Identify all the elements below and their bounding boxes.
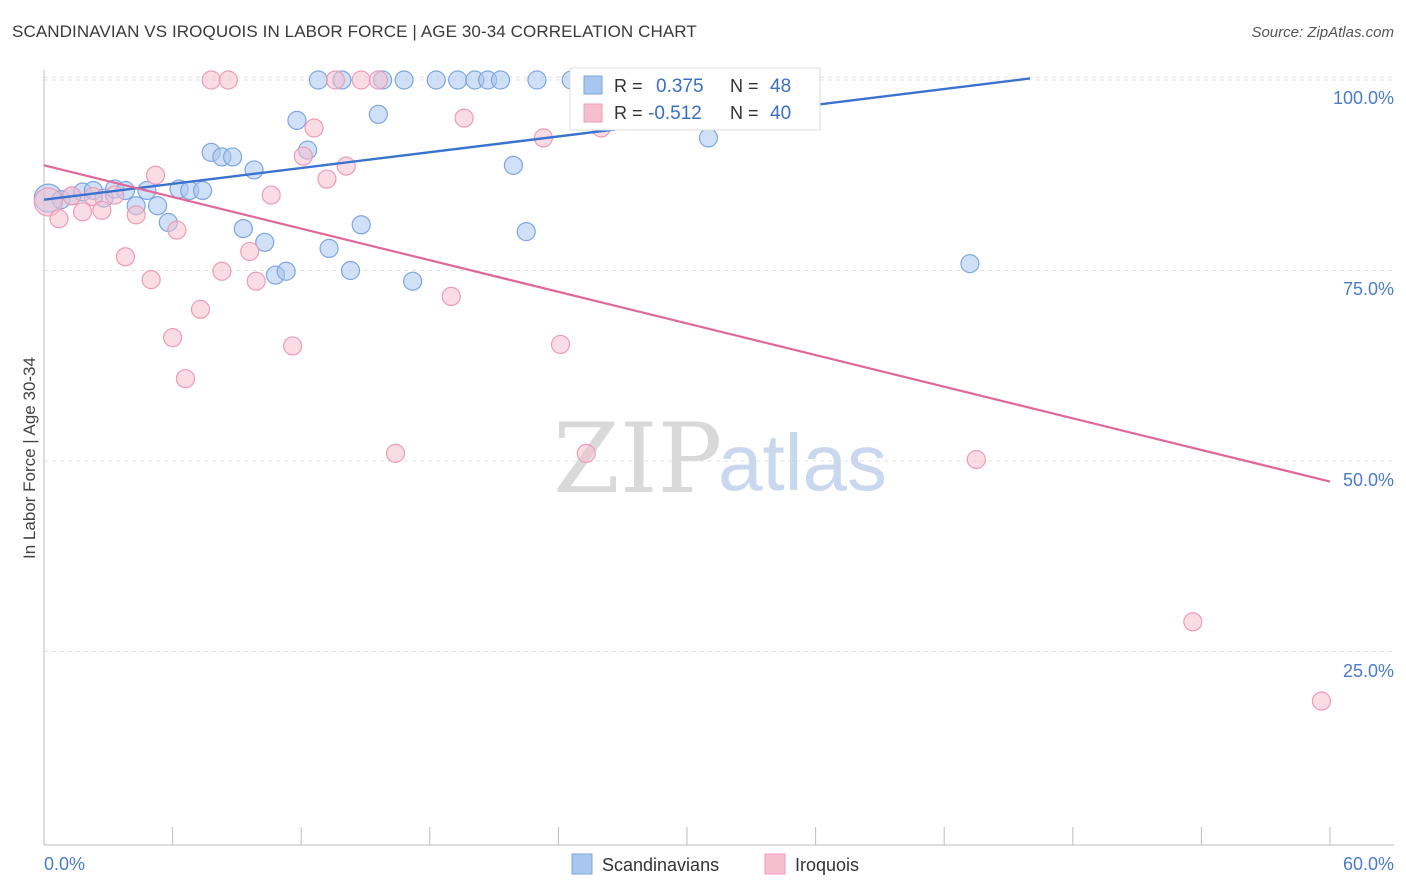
scatter-point (167, 220, 187, 240)
legend-label-iroquois: Iroquois (795, 855, 859, 875)
scatter-point (426, 70, 446, 90)
scatter-point (261, 185, 281, 205)
scatter-point (223, 147, 243, 167)
y-tick-label-75: 75.0% (1343, 279, 1394, 299)
y-tick-label-25: 25.0% (1343, 661, 1394, 681)
scatter-point (240, 241, 260, 262)
scatter-point (454, 108, 474, 128)
scatter-point (293, 146, 313, 166)
scatter-point (403, 271, 423, 291)
scatter-point (351, 70, 371, 90)
scatter-point (72, 202, 93, 222)
scatter-point (304, 118, 324, 138)
scatter-point (141, 270, 161, 290)
legend-label-scandinavians: Scandinavians (602, 855, 719, 875)
stats-n-value-scandinavians: 48 (770, 76, 791, 97)
scatter-point (287, 110, 307, 130)
chart-title: SCANDINAVIAN VS IROQUOIS IN LABOR FORCE … (12, 22, 697, 41)
scatter-point (175, 369, 196, 389)
scatter-point (244, 160, 264, 180)
scatter-point (527, 70, 547, 90)
stats-n-value-iroquois: 40 (770, 103, 791, 124)
y-tick-label-50: 50.0% (1343, 470, 1394, 490)
scatter-point (490, 70, 511, 90)
stats-r-label-scandinavians: R = (614, 76, 643, 96)
watermark: ZIP atlas (553, 403, 887, 515)
y-tick-label-100: 100.0% (1333, 88, 1394, 108)
scatter-point (193, 180, 213, 201)
scatter-point (233, 218, 253, 239)
scatter-point (255, 232, 275, 252)
scatter-point (246, 271, 266, 291)
scatter-point (33, 187, 63, 217)
stats-box-frame (569, 67, 821, 131)
x-tick-label-max: 60.0% (1343, 854, 1394, 874)
scatter-point (1311, 691, 1332, 711)
trend-lines (43, 77, 1331, 483)
scatter-point (218, 70, 238, 90)
series-iroquois-points (33, 70, 1332, 711)
stats-swatch-scandinavians (583, 75, 603, 95)
source-label: Source: ZipAtlas.com (1251, 24, 1394, 41)
grid-lines (44, 76, 1394, 652)
scatter-point (276, 261, 296, 281)
scatter-point (92, 200, 112, 220)
series-scandinavians-points (33, 70, 980, 291)
stats-box: R = 0.375 N = 48 R = -0.512 N = 40 (569, 67, 821, 131)
scatter-point (368, 104, 388, 124)
scatter-point (960, 254, 980, 274)
scatter-point (503, 155, 523, 175)
watermark-atlas: atlas (718, 418, 887, 507)
stats-swatch-iroquois (583, 103, 603, 123)
scatter-point (448, 70, 468, 90)
watermark-zip: ZIP (553, 403, 722, 515)
scatter-point (698, 128, 719, 148)
scatter-point (49, 209, 69, 229)
scatter-point (340, 260, 361, 281)
trend-line-scandinavians (43, 77, 1031, 201)
scatter-point (105, 185, 125, 205)
legend: Scandinavians Iroquois (571, 853, 859, 875)
scatter-point (308, 70, 328, 90)
x-tick-label-min: 0.0% (44, 854, 85, 874)
scatter-point (145, 165, 166, 185)
scatter-point (163, 327, 183, 348)
stats-r-value-scandinavians: 0.375 (656, 76, 704, 97)
scatter-point (441, 286, 461, 307)
legend-swatch-scandinavians (571, 853, 593, 875)
scatter-point (325, 70, 346, 90)
stats-r-value-iroquois: -0.512 (648, 103, 702, 124)
scatter-point (115, 247, 136, 267)
scatter-point (201, 70, 221, 90)
scatter-point (368, 70, 388, 90)
scatter-point (319, 238, 339, 259)
y-axis-label: In Labor Force | Age 30-34 (20, 357, 39, 559)
scatter-point (212, 261, 232, 281)
scatter-point (516, 222, 536, 242)
scatter-point (576, 443, 596, 463)
trend-line-iroquois (43, 164, 1331, 483)
stats-n-label-iroquois: N = (730, 103, 759, 123)
legend-swatch-iroquois (764, 853, 786, 875)
scatter-point (317, 169, 337, 189)
scatter-point (394, 70, 414, 90)
scatter-point (336, 156, 356, 176)
scatter-point (1183, 612, 1203, 632)
scatter-point (550, 334, 571, 355)
stats-r-label-iroquois: R = (614, 103, 643, 123)
scatter-point (283, 336, 303, 356)
stats-n-label-scandinavians: N = (730, 76, 759, 96)
scatter-point (385, 443, 406, 463)
scatter-point (966, 449, 986, 470)
scatter-point (126, 205, 146, 225)
scatter-point (351, 215, 371, 235)
scatter-point (190, 299, 211, 319)
scatter-point (147, 196, 168, 216)
